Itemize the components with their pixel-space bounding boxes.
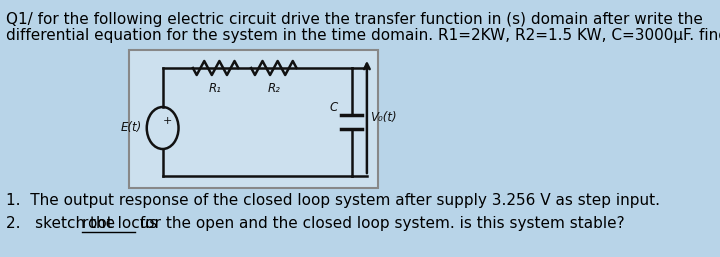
FancyBboxPatch shape (129, 50, 378, 188)
Text: E(t): E(t) (121, 122, 143, 134)
Text: +: + (163, 116, 172, 126)
Text: R₂: R₂ (267, 82, 280, 95)
Text: Q1/ for the following electric circuit drive the transfer function in (s) domain: Q1/ for the following electric circuit d… (6, 12, 703, 27)
Text: 1.  The output response of the closed loop system after supply 3.256 V as step i: 1. The output response of the closed loo… (6, 193, 660, 208)
Text: root locus: root locus (81, 216, 157, 231)
Text: R₁: R₁ (210, 82, 222, 95)
Text: for the open and the closed loop system. is this system stable?: for the open and the closed loop system.… (135, 216, 624, 231)
Text: differential equation for the system in the time domain. R1=2KW, R2=1.5 KW, C=30: differential equation for the system in … (6, 28, 720, 43)
Text: C: C (330, 101, 338, 114)
Text: 2.   sketch the: 2. sketch the (6, 216, 120, 231)
Text: V₀(t): V₀(t) (370, 111, 397, 124)
